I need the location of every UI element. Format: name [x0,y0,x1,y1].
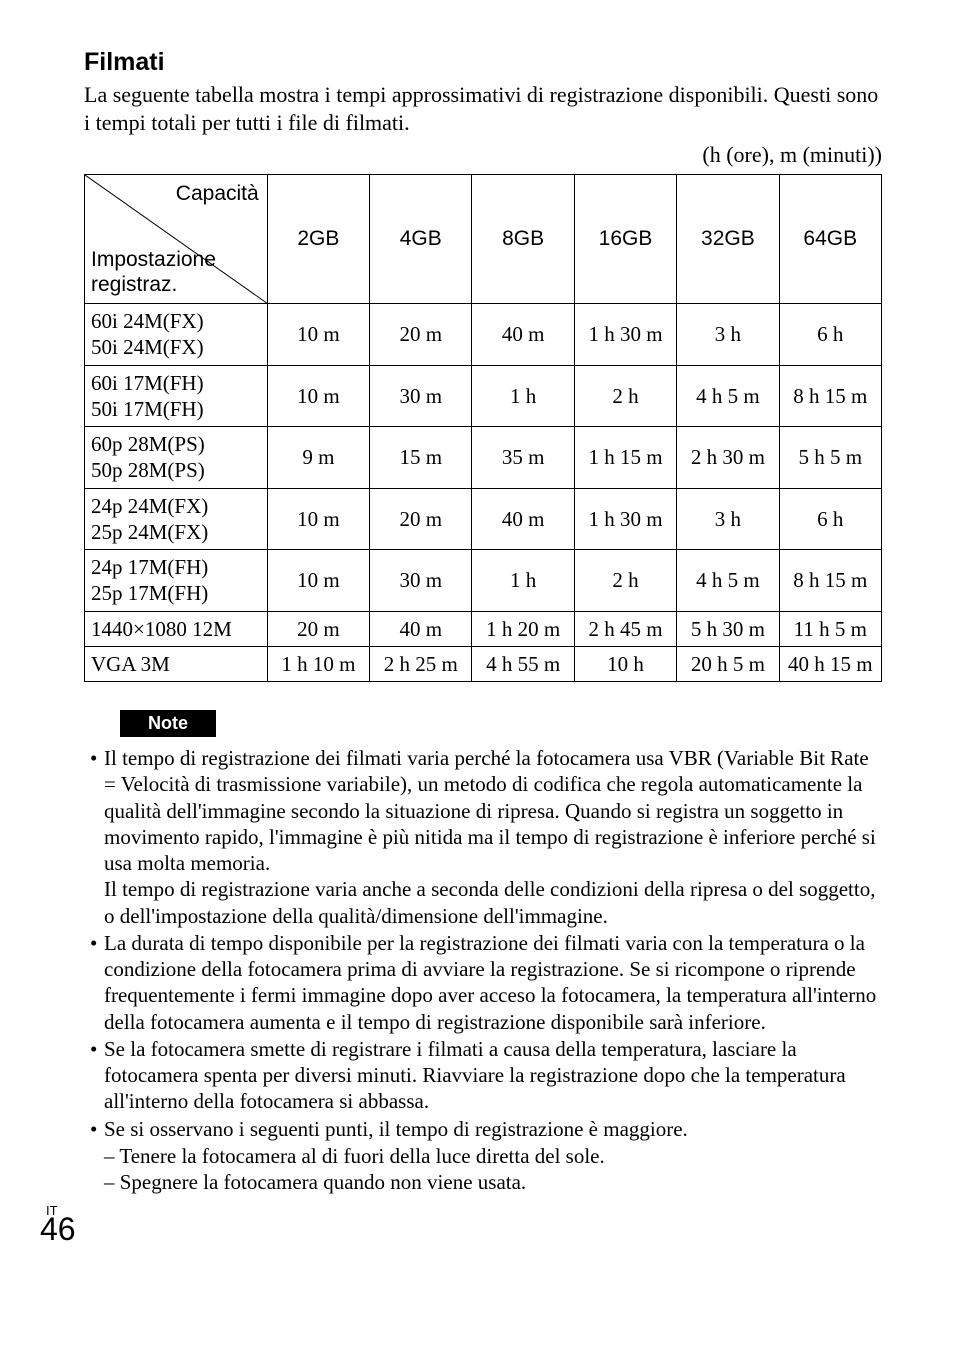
value-cell: 10 m [267,550,369,612]
table-row: 24p 24M(FX)25p 24M(FX)10 m20 m40 m1 h 30… [85,488,882,550]
value-cell: 2 h 25 m [370,646,472,681]
table-header-row: Capacità Impostazione registraz. 2GB 4GB… [85,175,882,304]
table-row: 60p 28M(PS)50p 28M(PS)9 m15 m35 m1 h 15 … [85,427,882,489]
value-cell: 9 m [267,427,369,489]
value-cell: 2 h [574,550,676,612]
value-cell: 3 h [677,304,779,366]
subnote-item: – Spegnere la fotocamera quando non vien… [104,1169,882,1195]
table-body: 60i 24M(FX)50i 24M(FX)10 m20 m40 m1 h 30… [85,304,882,682]
col-header-32gb: 32GB [677,175,779,304]
table-row: 24p 17M(FH)25p 17M(FH)10 m30 m1 h2 h4 h … [85,550,882,612]
col-header-16gb: 16GB [574,175,676,304]
notes-list: Il tempo di registrazione dei filmati va… [84,745,882,1142]
value-cell: 10 m [267,365,369,427]
value-cell: 8 h 15 m [779,365,881,427]
value-cell: 40 h 15 m [779,646,881,681]
value-cell: 10 m [267,488,369,550]
value-cell: 5 h 5 m [779,427,881,489]
setting-cell: 24p 24M(FX)25p 24M(FX) [85,488,268,550]
value-cell: 10 m [267,304,369,366]
value-cell: 20 m [370,488,472,550]
col-header-2gb: 2GB [267,175,369,304]
table-row: 1440×1080 12M20 m40 m1 h 20 m2 h 45 m5 h… [85,611,882,646]
value-cell: 2 h 45 m [574,611,676,646]
value-cell: 6 h [779,488,881,550]
value-cell: 40 m [472,488,574,550]
intro-text: La seguente tabella mostra i tempi appro… [84,81,882,136]
value-cell: 1 h 20 m [472,611,574,646]
table-header-diagonal: Capacità Impostazione registraz. [85,175,268,304]
units-caption: (h (ore), m (minuti)) [84,142,882,168]
note-item: Il tempo di registrazione dei filmati va… [84,745,882,929]
value-cell: 20 h 5 m [677,646,779,681]
page-content: Filmati La seguente tabella mostra i tem… [0,0,954,1271]
col-header-64gb: 64GB [779,175,881,304]
value-cell: 4 h 55 m [472,646,574,681]
recording-time-table: Capacità Impostazione registraz. 2GB 4GB… [84,174,882,682]
note-item: La durata di tempo disponibile per la re… [84,930,882,1035]
col-header-4gb: 4GB [370,175,472,304]
notes-sublist: – Tenere la fotocamera al di fuori della… [84,1143,882,1196]
setting-cell: 24p 17M(FH)25p 17M(FH) [85,550,268,612]
col-header-8gb: 8GB [472,175,574,304]
value-cell: 5 h 30 m [677,611,779,646]
setting-cell: 60i 24M(FX)50i 24M(FX) [85,304,268,366]
value-cell: 1 h [472,550,574,612]
value-cell: 40 m [370,611,472,646]
diag-label-setting: Impostazione registraz. [91,247,216,297]
value-cell: 35 m [472,427,574,489]
value-cell: 20 m [267,611,369,646]
value-cell: 8 h 15 m [779,550,881,612]
setting-cell: 1440×1080 12M [85,611,268,646]
table-row: VGA 3M1 h 10 m2 h 25 m4 h 55 m10 h20 h 5… [85,646,882,681]
section-heading: Filmati [84,48,882,77]
value-cell: 40 m [472,304,574,366]
value-cell: 1 h 30 m [574,304,676,366]
setting-cell: 60i 17M(FH)50i 17M(FH) [85,365,268,427]
value-cell: 2 h 30 m [677,427,779,489]
value-cell: 1 h 10 m [267,646,369,681]
subnote-item: – Tenere la fotocamera al di fuori della… [104,1143,882,1169]
value-cell: 10 h [574,646,676,681]
table-row: 60i 17M(FH)50i 17M(FH)10 m30 m1 h2 h4 h … [85,365,882,427]
page-number: 46 [40,1211,76,1248]
value-cell: 11 h 5 m [779,611,881,646]
value-cell: 3 h [677,488,779,550]
setting-cell: 60p 28M(PS)50p 28M(PS) [85,427,268,489]
value-cell: 1 h 30 m [574,488,676,550]
value-cell: 15 m [370,427,472,489]
value-cell: 30 m [370,365,472,427]
page-footer: IT 46 [84,1203,882,1251]
setting-cell: VGA 3M [85,646,268,681]
value-cell: 20 m [370,304,472,366]
value-cell: 4 h 5 m [677,365,779,427]
table-row: 60i 24M(FX)50i 24M(FX)10 m20 m40 m1 h 30… [85,304,882,366]
value-cell: 6 h [779,304,881,366]
note-item: Se si osservano i seguenti punti, il tem… [84,1116,882,1142]
value-cell: 1 h 15 m [574,427,676,489]
value-cell: 2 h [574,365,676,427]
value-cell: 4 h 5 m [677,550,779,612]
note-item: Se la fotocamera smette di registrare i … [84,1036,882,1115]
value-cell: 1 h [472,365,574,427]
note-label: Note [120,710,216,737]
value-cell: 30 m [370,550,472,612]
diag-label-capacity: Capacità [176,181,259,207]
